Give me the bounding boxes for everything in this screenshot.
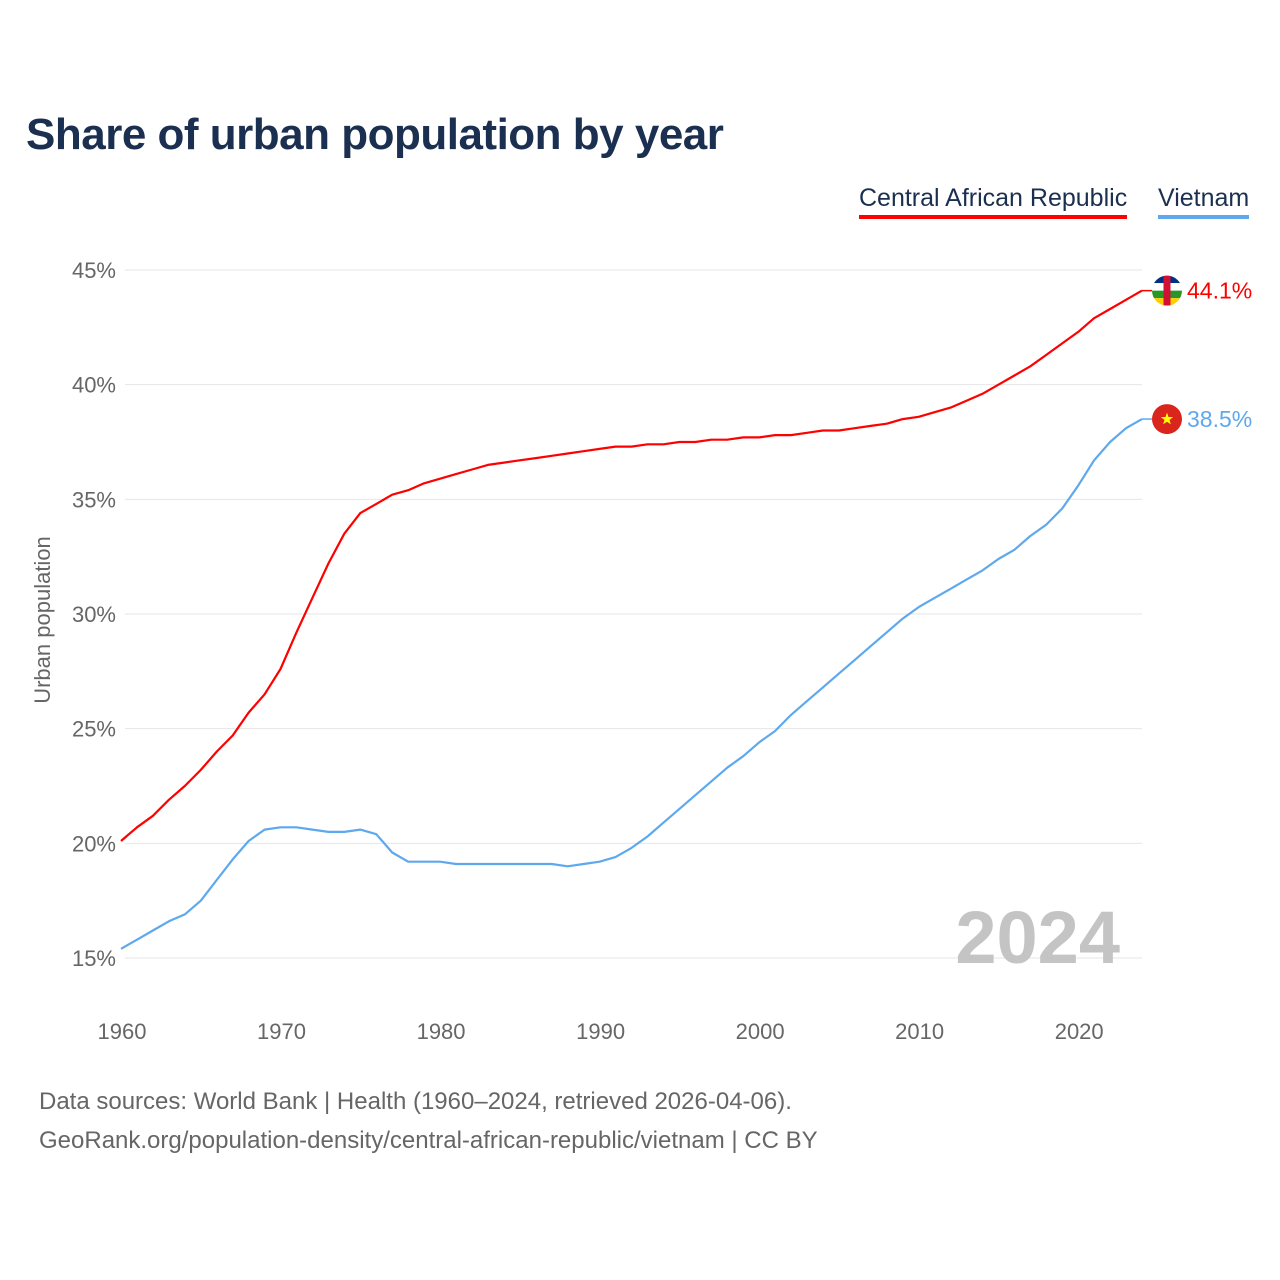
x-tick-label: 1980 <box>417 1019 466 1044</box>
end-value-label: 44.1% <box>1187 278 1252 304</box>
x-tick-label: 1990 <box>576 1019 625 1044</box>
footer-link[interactable]: GeoRank.org/population-density/central-a… <box>39 1127 818 1154</box>
y-tick-label: 20% <box>72 831 116 856</box>
legend-item-vietnam[interactable]: Vietnam <box>1158 184 1250 219</box>
series-line-central-african-republic <box>120 289 1143 842</box>
x-tick-label: 1960 <box>98 1019 147 1044</box>
x-tick-label: 2000 <box>736 1019 785 1044</box>
flag-star <box>1160 412 1174 425</box>
flag-body <box>1152 275 1182 306</box>
y-tick-label: 45% <box>72 258 116 283</box>
y-tick-label: 40% <box>72 373 116 398</box>
x-tick-label: 2020 <box>1055 1019 1104 1044</box>
x-tick-label: 1970 <box>257 1019 306 1044</box>
flag-body <box>1152 404 1182 435</box>
central-african-republic-flag-icon <box>1152 275 1182 306</box>
series-line-vietnam <box>120 418 1143 950</box>
vietnam-flag-icon <box>1152 404 1182 435</box>
flag-band <box>1163 275 1171 306</box>
y-tick-label: 15% <box>72 946 116 971</box>
y-tick-label: 25% <box>72 717 116 742</box>
legend-item-central-african-republic[interactable]: Central African Republic <box>859 184 1128 219</box>
chart-title: Share of urban population by year <box>26 110 724 159</box>
year-watermark: 2024 <box>955 896 1120 979</box>
footer-source: Data sources: World Bank | Health (1960–… <box>39 1088 792 1115</box>
y-tick-label: 35% <box>72 487 116 512</box>
x-tick-label: 2010 <box>895 1019 944 1044</box>
y-axis-label: Urban population <box>30 536 55 704</box>
y-tick-label: 30% <box>72 602 116 627</box>
end-value-label: 38.5% <box>1187 406 1252 432</box>
